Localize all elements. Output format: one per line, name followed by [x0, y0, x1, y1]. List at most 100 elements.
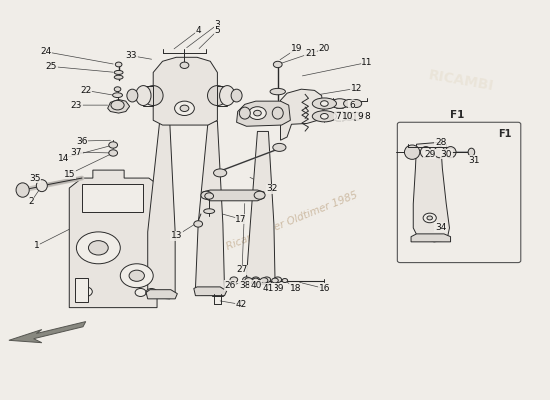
Text: 12: 12 — [350, 84, 362, 93]
Text: 42: 42 — [235, 300, 246, 309]
Ellipse shape — [420, 146, 431, 158]
Ellipse shape — [434, 146, 445, 158]
Text: 40: 40 — [250, 281, 261, 290]
Polygon shape — [153, 57, 217, 125]
Circle shape — [205, 193, 213, 199]
Text: 33: 33 — [125, 51, 137, 60]
Circle shape — [174, 101, 194, 116]
Text: 5: 5 — [214, 26, 220, 35]
Ellipse shape — [114, 75, 123, 79]
Ellipse shape — [127, 89, 138, 102]
Ellipse shape — [207, 86, 227, 106]
Text: 9: 9 — [357, 112, 363, 121]
Ellipse shape — [16, 183, 29, 197]
Ellipse shape — [273, 143, 286, 151]
Circle shape — [245, 278, 252, 283]
Bar — [82, 184, 144, 212]
Text: 7: 7 — [335, 112, 341, 121]
Ellipse shape — [219, 86, 235, 106]
Circle shape — [135, 288, 146, 296]
Circle shape — [180, 62, 189, 68]
Circle shape — [180, 105, 189, 112]
Ellipse shape — [404, 145, 420, 159]
Ellipse shape — [239, 107, 250, 119]
Text: 34: 34 — [435, 223, 447, 232]
Text: 19: 19 — [291, 44, 302, 53]
Circle shape — [109, 150, 118, 156]
Ellipse shape — [331, 99, 349, 108]
FancyBboxPatch shape — [397, 122, 521, 262]
Text: RICAMBI: RICAMBI — [428, 68, 496, 93]
Ellipse shape — [231, 89, 242, 102]
Circle shape — [243, 277, 250, 282]
Text: 22: 22 — [80, 86, 91, 95]
Circle shape — [76, 232, 120, 264]
Polygon shape — [195, 121, 224, 296]
Circle shape — [273, 61, 282, 68]
Ellipse shape — [351, 112, 362, 120]
Ellipse shape — [445, 146, 456, 158]
Text: 23: 23 — [71, 101, 82, 110]
Text: 20: 20 — [318, 44, 330, 53]
Ellipse shape — [312, 98, 337, 109]
Text: 17: 17 — [235, 215, 247, 224]
Text: 8: 8 — [364, 112, 370, 121]
Text: 38: 38 — [239, 281, 251, 290]
Circle shape — [321, 114, 328, 119]
Text: F1: F1 — [498, 129, 511, 139]
Circle shape — [321, 101, 328, 106]
Polygon shape — [280, 89, 323, 140]
Text: 27: 27 — [236, 265, 248, 274]
Text: 35: 35 — [29, 174, 41, 182]
Ellipse shape — [114, 70, 123, 74]
Text: 28: 28 — [435, 138, 447, 147]
Text: 14: 14 — [58, 154, 69, 163]
Ellipse shape — [270, 88, 285, 95]
Text: 16: 16 — [318, 284, 330, 293]
Text: 6: 6 — [349, 101, 355, 110]
Ellipse shape — [204, 209, 214, 214]
Circle shape — [254, 110, 261, 116]
Circle shape — [427, 216, 432, 220]
Text: 29: 29 — [424, 150, 436, 159]
Circle shape — [120, 264, 153, 288]
Polygon shape — [246, 132, 275, 284]
Text: 36: 36 — [76, 136, 87, 146]
Circle shape — [201, 191, 212, 199]
Circle shape — [111, 100, 124, 110]
Ellipse shape — [312, 111, 337, 122]
Text: 2: 2 — [28, 198, 34, 206]
Text: 1: 1 — [34, 241, 39, 250]
Text: 25: 25 — [46, 62, 57, 71]
Text: 32: 32 — [267, 184, 278, 193]
Circle shape — [252, 278, 259, 283]
Ellipse shape — [113, 93, 123, 98]
Circle shape — [89, 241, 108, 255]
Text: 11: 11 — [361, 58, 373, 67]
Circle shape — [272, 278, 278, 283]
Bar — [75, 278, 89, 302]
Text: F1: F1 — [450, 110, 464, 120]
Circle shape — [260, 278, 268, 283]
Ellipse shape — [344, 112, 355, 120]
Circle shape — [249, 107, 266, 120]
Text: © Ricambi per Oldtimer 1985: © Ricambi per Oldtimer 1985 — [212, 190, 359, 258]
Text: 30: 30 — [441, 150, 452, 159]
Circle shape — [114, 87, 121, 92]
Polygon shape — [413, 142, 449, 242]
Ellipse shape — [272, 107, 283, 119]
Text: 24: 24 — [40, 47, 51, 56]
Ellipse shape — [36, 180, 47, 192]
Text: 15: 15 — [63, 170, 75, 178]
Circle shape — [146, 288, 157, 296]
Text: 10: 10 — [342, 112, 353, 121]
Ellipse shape — [344, 100, 355, 108]
Circle shape — [254, 191, 265, 199]
Circle shape — [263, 277, 271, 282]
Polygon shape — [236, 101, 290, 126]
Text: 41: 41 — [263, 284, 274, 293]
Circle shape — [129, 270, 145, 281]
Polygon shape — [194, 287, 227, 296]
Text: 13: 13 — [170, 231, 182, 240]
Polygon shape — [411, 234, 450, 242]
